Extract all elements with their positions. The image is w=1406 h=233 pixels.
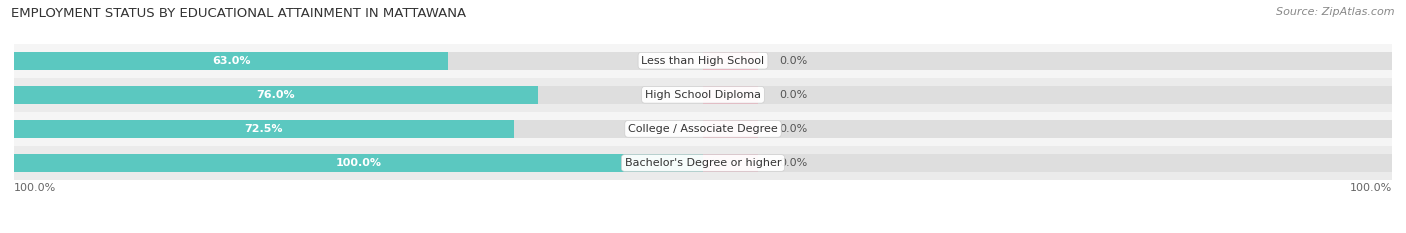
Text: 76.0%: 76.0%: [256, 90, 295, 100]
Bar: [703, 52, 758, 70]
Bar: [14, 78, 1392, 112]
Text: High School Diploma: High School Diploma: [645, 90, 761, 100]
Bar: [14, 146, 1392, 180]
Text: 0.0%: 0.0%: [779, 158, 807, 168]
Text: EMPLOYMENT STATUS BY EDUCATIONAL ATTAINMENT IN MATTAWANA: EMPLOYMENT STATUS BY EDUCATIONAL ATTAINM…: [11, 7, 467, 20]
Bar: [14, 86, 1392, 104]
Bar: [14, 120, 513, 138]
Bar: [14, 52, 449, 70]
Bar: [14, 52, 1392, 70]
Text: 72.5%: 72.5%: [245, 124, 283, 134]
Text: 0.0%: 0.0%: [779, 90, 807, 100]
Bar: [14, 86, 537, 104]
Bar: [703, 120, 758, 138]
Text: 0.0%: 0.0%: [779, 56, 807, 66]
Bar: [703, 86, 758, 104]
Bar: [703, 154, 758, 172]
Text: 100.0%: 100.0%: [1350, 183, 1392, 193]
Text: 100.0%: 100.0%: [336, 158, 381, 168]
Text: 63.0%: 63.0%: [212, 56, 250, 66]
Bar: [14, 154, 1392, 172]
Bar: [14, 44, 1392, 78]
Text: 100.0%: 100.0%: [14, 183, 56, 193]
Bar: [14, 112, 1392, 146]
Text: Less than High School: Less than High School: [641, 56, 765, 66]
Text: Bachelor's Degree or higher: Bachelor's Degree or higher: [624, 158, 782, 168]
Text: 0.0%: 0.0%: [779, 124, 807, 134]
Text: College / Associate Degree: College / Associate Degree: [628, 124, 778, 134]
Bar: [14, 154, 703, 172]
Bar: [14, 120, 1392, 138]
Legend: In Labor Force, Unemployed: In Labor Force, Unemployed: [593, 230, 813, 233]
Text: Source: ZipAtlas.com: Source: ZipAtlas.com: [1277, 7, 1395, 17]
